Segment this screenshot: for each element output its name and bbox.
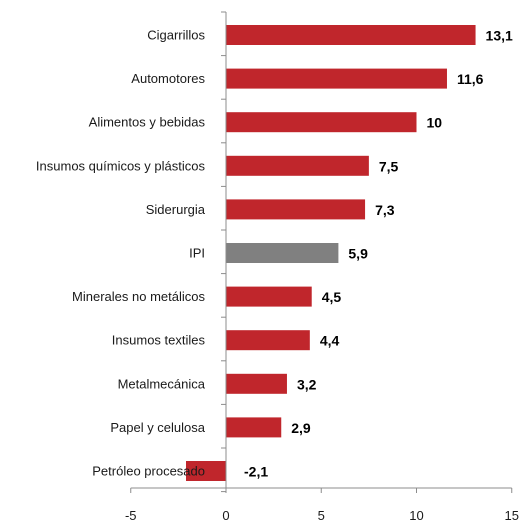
x-tick-label: 10 (409, 508, 423, 523)
category-label-alimentos-y-bebidas: Alimentos y bebidas (89, 115, 206, 130)
bar-metalmecanica (226, 373, 287, 394)
category-label-metalmecanica: Metalmecánica (118, 376, 206, 391)
bar-ipi (226, 243, 339, 263)
category-label-insumos-quimicos-y-plasticos: Insumos químicos y plásticos (36, 158, 206, 173)
bar-automotores (226, 68, 447, 89)
category-label-papel-y-celulosa: Papel y celulosa (110, 420, 205, 435)
data-label-siderurgia: 7,3 (375, 202, 395, 218)
axes-group (130, 11, 513, 493)
bar-minerales-no-metalicos (226, 286, 312, 307)
data-label-alimentos-y-bebidas: 10 (427, 115, 443, 131)
category-label-automotores: Automotores (131, 71, 205, 86)
bar-insumos-textiles (226, 330, 310, 351)
data-label-insumos-textiles: 4,4 (320, 333, 340, 349)
bar-papel-y-celulosa (226, 417, 282, 438)
bar-cigarrillos (226, 25, 476, 45)
data-label-automotores: 11,6 (457, 71, 484, 87)
data-label-ipi: 5,9 (348, 246, 368, 262)
labels-group: Cigarrillos 13,1 Automotores 11,6 Alimentos … (36, 28, 519, 524)
data-label-metalmecanica: 3,2 (297, 376, 317, 392)
data-label-petroleo-procesado: -2,1 (244, 464, 268, 480)
bar-insumos-quimicos-y-plasticos (226, 155, 369, 176)
category-label-ipi: IPI (189, 246, 205, 261)
x-tick-label: -5 (125, 508, 137, 523)
bar-alimentos-y-bebidas (226, 112, 417, 133)
category-label-insumos-textiles: Insumos textiles (112, 333, 206, 348)
bars-group (185, 25, 476, 481)
category-label-petroleo-procesado: Petróleo procesado (92, 464, 205, 479)
category-label-minerales-no-metalicos: Minerales no metálicos (72, 289, 205, 304)
data-label-cigarrillos: 13,1 (486, 28, 513, 44)
bar-petroleo-procesado (185, 461, 226, 481)
category-label-cigarrillos: Cigarrillos (147, 28, 205, 43)
bar-siderurgia (226, 199, 366, 220)
x-tick-label: 5 (318, 508, 325, 523)
category-label-siderurgia: Siderurgia (146, 202, 206, 217)
x-tick-label: 0 (222, 508, 229, 523)
data-label-papel-y-celulosa: 2,9 (291, 420, 311, 436)
x-tick-label: 15 (505, 508, 519, 523)
data-label-insumos-quimicos-y-plasticos: 7,5 (379, 158, 399, 174)
data-label-minerales-no-metalicos: 4,5 (322, 289, 342, 305)
